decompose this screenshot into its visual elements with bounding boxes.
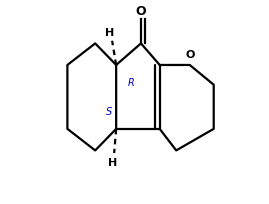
Text: H: H — [105, 28, 115, 38]
Text: O: O — [185, 50, 194, 60]
Text: H: H — [108, 157, 117, 167]
Text: O: O — [136, 5, 146, 18]
Text: S: S — [106, 106, 112, 116]
Text: R: R — [128, 77, 135, 87]
